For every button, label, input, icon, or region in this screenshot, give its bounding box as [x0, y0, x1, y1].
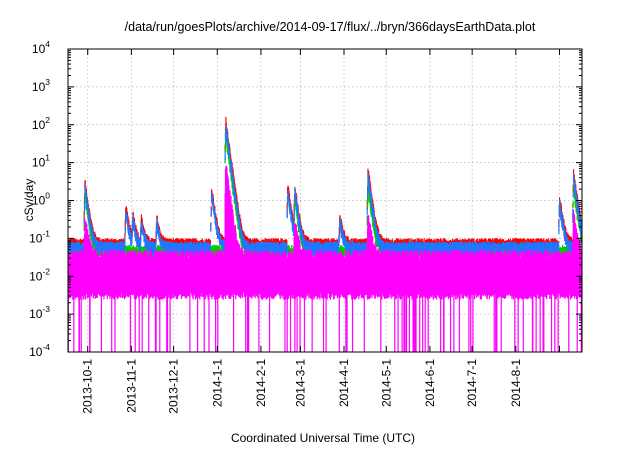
x-axis-label: Coordinated Universal Time (UTC) [231, 431, 415, 445]
y-axis-label: cSv/day [22, 179, 36, 222]
y-tick-label: 101 [32, 153, 50, 170]
x-tick-label: 2014-6-1 [423, 359, 437, 407]
series-3 [68, 165, 582, 352]
y-tick-label: 10-2 [29, 266, 50, 283]
y-tick-label: 102 [32, 115, 50, 132]
x-tick-label: 2014-8-1 [509, 359, 523, 407]
y-tick-label: 10-3 [29, 304, 50, 321]
x-tick-label: 2014-1-1 [210, 359, 224, 407]
chart-title: /data/run/goesPlots/archive/2014-09-17/f… [125, 20, 536, 34]
series-2-trace [68, 126, 582, 257]
y-tick-label: 104 [32, 39, 50, 56]
x-tick-label: 2014-2-1 [254, 359, 268, 407]
y-tick-label: 10-4 [29, 342, 50, 359]
series-2 [68, 126, 582, 257]
series-layer [68, 116, 582, 352]
x-tick-label: 2014-3-1 [293, 359, 307, 407]
x-tick-label: 2014-5-1 [379, 359, 393, 407]
x-tick-label: 2014-7-1 [465, 359, 479, 407]
x-tick-label: 2014-4-1 [337, 359, 351, 407]
series-3-trace [68, 165, 582, 352]
x-tick-label: 2013-12-1 [167, 359, 181, 414]
x-tick-label: 2013-11-1 [124, 359, 138, 413]
axis-layer: 10-410-310-210-11001011021031042013-10-1… [29, 39, 582, 414]
x-tick-label: 2013-10-1 [81, 359, 95, 414]
grid-lines [68, 49, 582, 352]
y-tick-label: 10-1 [29, 228, 50, 245]
y-tick-label: 103 [32, 77, 50, 94]
